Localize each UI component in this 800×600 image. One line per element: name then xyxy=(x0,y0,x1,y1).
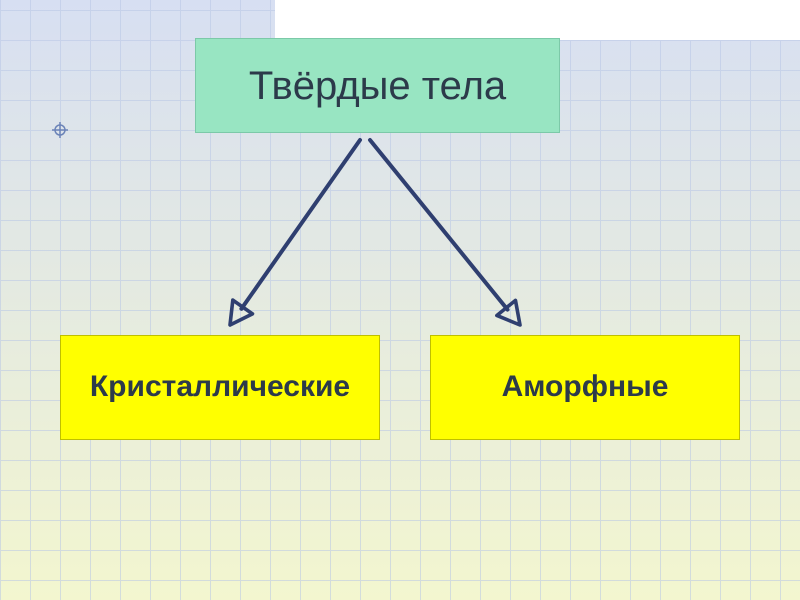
child-node-crystalline: Кристаллические xyxy=(60,335,380,440)
diagram-canvas: Твёрдые тела Кристаллические Аморфные xyxy=(0,0,800,600)
root-node: Твёрдые тела xyxy=(195,38,560,133)
root-node-label: Твёрдые тела xyxy=(249,63,506,109)
child-node-label: Кристаллические xyxy=(90,370,350,405)
child-node-amorphous: Аморфные xyxy=(430,335,740,440)
header-slab xyxy=(275,0,800,40)
child-node-label: Аморфные xyxy=(502,370,669,405)
grid-origin-marker xyxy=(52,122,68,138)
